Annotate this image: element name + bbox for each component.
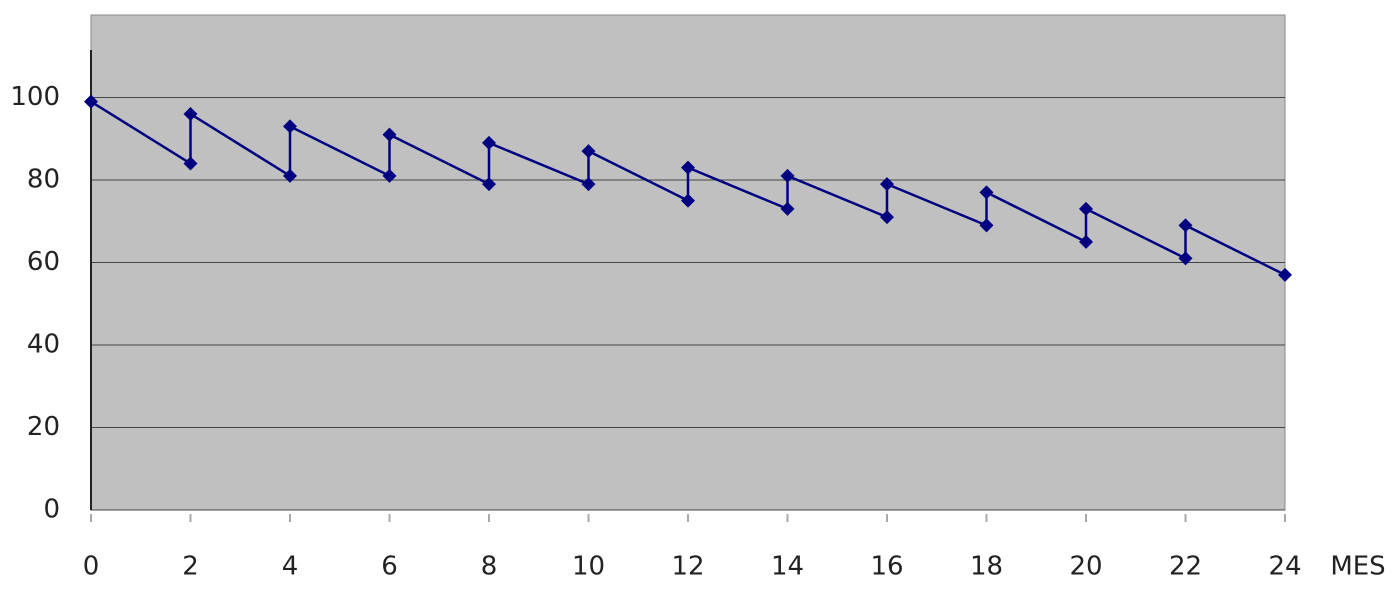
point-marker: [979, 185, 994, 200]
x-tick-label: 8: [481, 552, 498, 582]
x-tick-label: 20: [1069, 552, 1102, 582]
point-marker: [283, 168, 297, 183]
x-tick-label: 16: [870, 552, 903, 582]
point-marker: [681, 160, 695, 175]
point-marker: [1178, 251, 1193, 266]
y-tick-label: 20: [27, 412, 60, 442]
point-marker: [183, 107, 198, 121]
y-tick-label: 100: [10, 82, 60, 112]
point-marker: [780, 168, 795, 183]
point-marker: [581, 177, 596, 192]
y-tick-label: 60: [27, 247, 60, 277]
point-marker: [482, 135, 496, 150]
y-tick-label: 0: [43, 495, 60, 525]
point-marker: [84, 94, 98, 109]
point-marker: [1278, 267, 1292, 282]
y-tick-label: 80: [27, 165, 60, 195]
point-marker: [581, 144, 596, 159]
point-marker: [1079, 201, 1093, 216]
x-tick-label: 2: [182, 552, 199, 582]
x-tick-label: 18: [970, 552, 1003, 582]
point-marker: [780, 201, 795, 216]
point-marker: [979, 218, 994, 233]
point-marker: [880, 177, 894, 192]
y-tick-label: 40: [27, 330, 60, 360]
x-tick-label: 14: [771, 552, 804, 582]
x-tick-label: 10: [572, 552, 605, 582]
x-tick-label: 4: [282, 552, 299, 582]
x-tick-label: 0: [83, 552, 100, 582]
point-marker: [382, 168, 397, 183]
x-tick-label: 22: [1169, 552, 1202, 582]
x-tick-label: 24: [1268, 552, 1301, 582]
point-marker: [681, 193, 695, 208]
point-marker: [482, 177, 496, 192]
x-tick-label: 12: [671, 552, 704, 582]
point-marker: [183, 156, 198, 171]
point-marker: [283, 119, 297, 134]
x-tick-label: 6: [381, 552, 398, 582]
point-marker: [1079, 234, 1093, 249]
x-axis-label: MES: [1330, 552, 1385, 582]
point-marker: [880, 210, 894, 225]
point-marker: [1178, 218, 1193, 233]
point-marker: [382, 127, 397, 142]
